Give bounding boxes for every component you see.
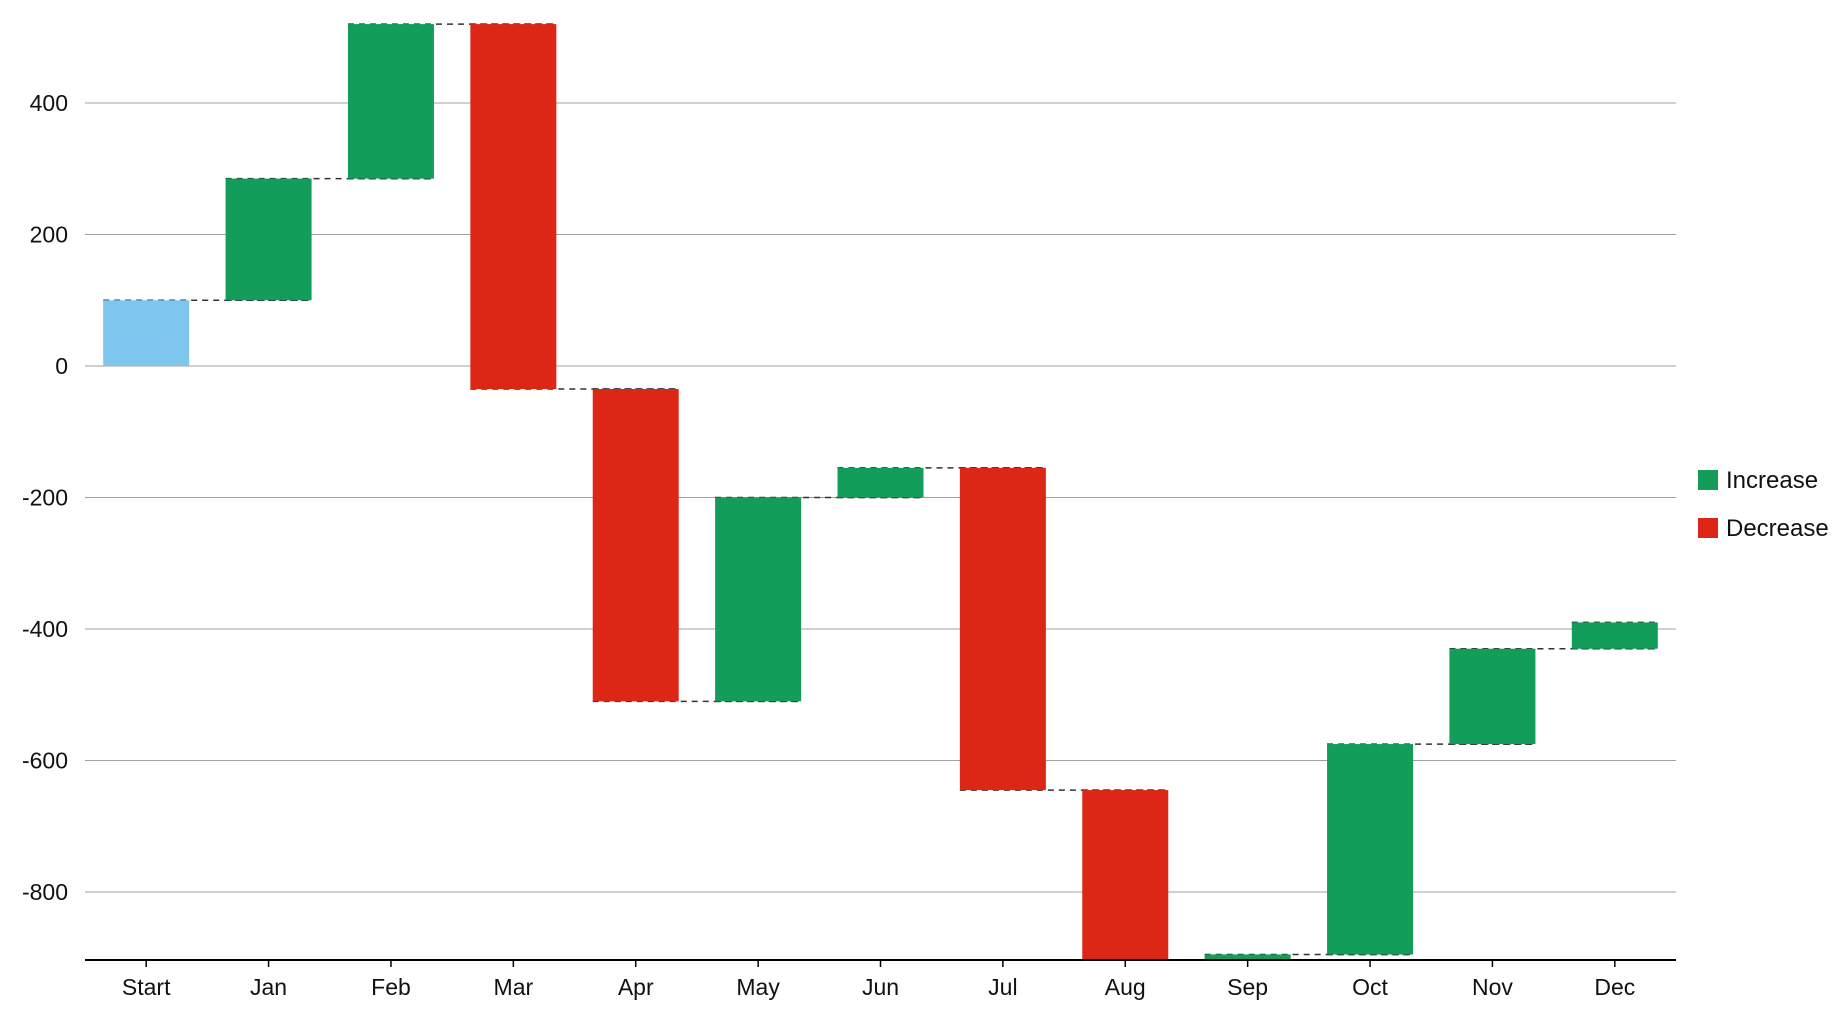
bars — [103, 24, 1658, 960]
bar-jun — [837, 467, 924, 498]
bar-feb — [347, 24, 434, 179]
legend-swatch-increase — [1698, 470, 1718, 490]
x-tick-label: Start — [122, 974, 171, 1000]
bar-apr — [592, 389, 679, 702]
x-tick-label: Jun — [862, 974, 899, 1000]
bar-nov — [1449, 648, 1536, 745]
bar-aug — [1082, 790, 1169, 960]
y-tick-label: -800 — [22, 879, 68, 905]
bar-start — [103, 300, 190, 366]
legend-label-increase: Increase — [1726, 467, 1818, 494]
x-axis-ticks: Start Jan Feb Mar Apr May Jun Jul Aug Sep Oct Nov De… — [122, 960, 1635, 1000]
y-tick-label: 400 — [30, 90, 68, 116]
x-tick-label: Mar — [494, 974, 534, 1000]
x-tick-label: Nov — [1472, 974, 1513, 1000]
x-tick-label: Dec — [1594, 974, 1635, 1000]
x-tick-label: Sep — [1227, 974, 1268, 1000]
y-tick-label: -200 — [22, 485, 68, 511]
bar-sep — [1204, 954, 1291, 960]
legend-swatch-decrease — [1698, 518, 1718, 538]
y-tick-label: -600 — [22, 748, 68, 774]
x-tick-label: Jul — [988, 974, 1017, 1000]
bar-jul — [959, 467, 1046, 791]
bar-jan — [225, 178, 312, 301]
y-tick-label: 200 — [30, 222, 68, 248]
legend-label-decrease: Decrease — [1726, 515, 1829, 542]
bar-dec — [1571, 622, 1658, 649]
y-tick-label: 0 — [55, 353, 68, 379]
legend: Increase Decrease — [1698, 467, 1829, 542]
x-tick-label: Oct — [1352, 974, 1388, 1000]
x-tick-label: Apr — [618, 974, 654, 1000]
x-tick-label: May — [736, 974, 780, 1000]
x-tick-label: Aug — [1105, 974, 1146, 1000]
bar-may — [715, 497, 802, 702]
x-tick-label: Feb — [371, 974, 411, 1000]
bar-mar — [470, 24, 557, 390]
y-tick-label: -400 — [22, 616, 68, 642]
bar-oct — [1327, 744, 1414, 955]
y-axis-ticks: -800 -600 -400 -200 0 200 400 — [22, 90, 68, 905]
x-tick-label: Jan — [250, 974, 287, 1000]
